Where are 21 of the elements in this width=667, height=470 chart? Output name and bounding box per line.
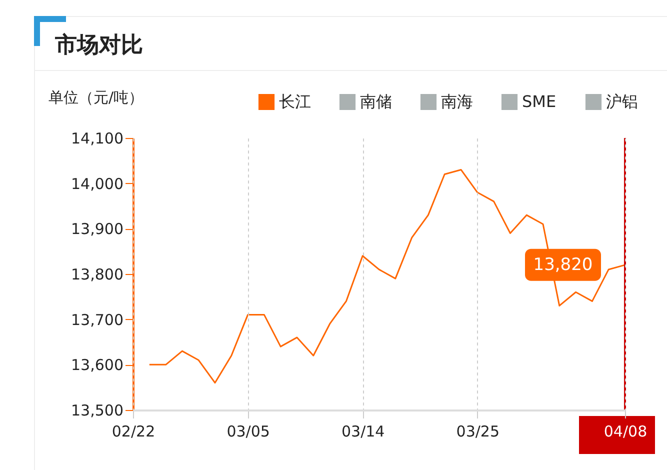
legend-label: 南海 <box>441 92 473 111</box>
legend-label: 南储 <box>360 92 392 111</box>
x-tick-label: 02/22 <box>112 422 156 440</box>
x-tick-label: 03/25 <box>456 422 500 440</box>
y-tick-label: 13,800 <box>71 266 124 284</box>
x-tick-label: 03/14 <box>341 422 385 440</box>
y-tick-label: 13,900 <box>71 220 124 238</box>
y-tick-label: 13,600 <box>71 356 124 374</box>
legend-label: 沪铝 <box>606 92 638 111</box>
x-tick-label: 03/05 <box>226 422 270 440</box>
line-series <box>148 168 626 384</box>
legend-label: SME <box>522 92 556 111</box>
y-tick-label: 14,000 <box>71 174 124 193</box>
annotation: 13,820 <box>533 254 593 275</box>
y-tick-label: 13,500 <box>71 402 124 420</box>
x-tick-label: 04/08 <box>604 422 648 440</box>
chart-title: 市场对比 <box>55 32 143 60</box>
y-tick-label: 13,700 <box>71 310 124 329</box>
y-tick-label: 14,100 <box>71 130 124 148</box>
legend-label: 长江 <box>279 92 311 111</box>
y-axis-title: 单位（元/吨） <box>48 88 144 106</box>
